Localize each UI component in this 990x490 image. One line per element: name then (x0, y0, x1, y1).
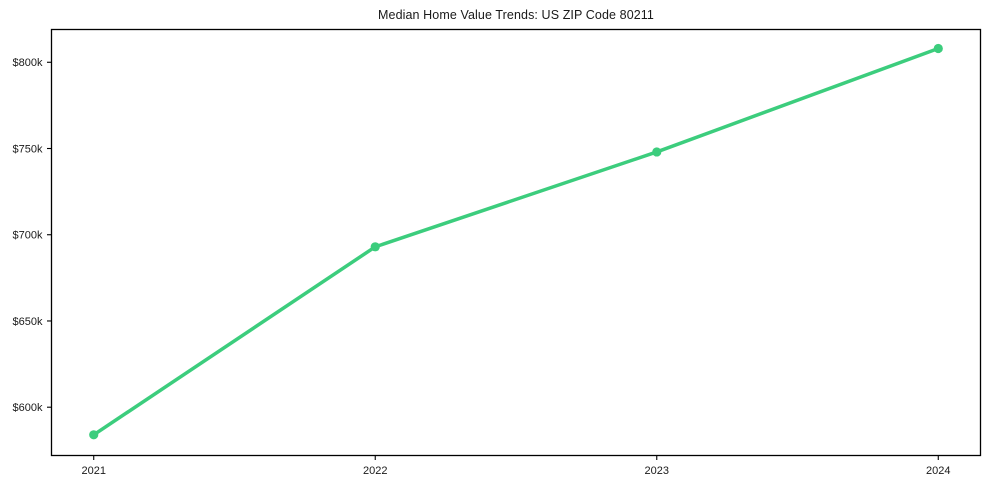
y-tick-label: $700k (13, 230, 43, 242)
data-point-2023 (652, 147, 662, 157)
y-tick-label: $600k (13, 402, 43, 414)
data-point-2022 (370, 242, 380, 252)
x-tick-label: 2021 (81, 465, 105, 477)
x-tick-label: 2022 (363, 465, 387, 477)
x-tick-label: 2023 (645, 465, 669, 477)
data-point-2024 (933, 43, 943, 54)
plot-border (50, 28, 982, 457)
x-tick-label: 2024 (926, 465, 950, 477)
y-tick-label: $800k (13, 57, 43, 69)
y-tick-label: $650k (13, 316, 43, 328)
data-point-2021 (89, 430, 99, 440)
chart-title: Median Home Value Trends: US ZIP Code 80… (378, 8, 654, 22)
trend-line (91, 46, 941, 437)
y-tick-label: $750k (13, 143, 43, 155)
